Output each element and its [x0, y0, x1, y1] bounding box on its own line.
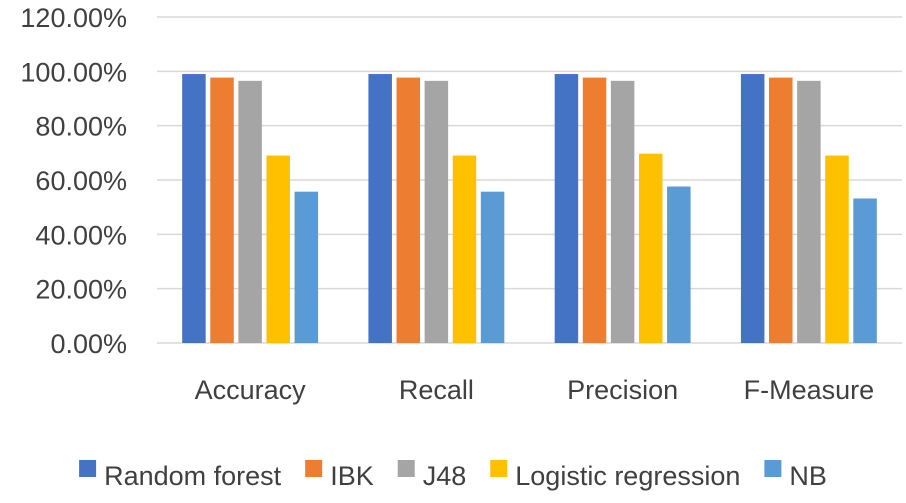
legend-label: Random forest — [104, 461, 282, 491]
legend-item-j48: J48 — [397, 460, 467, 491]
bar-j48-accuracy — [238, 80, 262, 343]
x-category-label: Accuracy — [195, 375, 307, 405]
bar-j48-precision — [610, 80, 635, 343]
bar-random-forest-f-measure — [740, 74, 765, 344]
bar-j48-f-measure — [797, 80, 821, 343]
bar-ibk-precision — [582, 77, 607, 343]
legend-item-ibk: IBK — [305, 460, 374, 491]
bar-logistic-regression-precision — [638, 153, 663, 343]
y-tick-label: 120.00% — [20, 3, 127, 33]
legend-label: NB — [789, 461, 827, 491]
x-category-label: Precision — [567, 375, 678, 405]
legend-label: J48 — [423, 461, 467, 491]
bars — [182, 74, 877, 344]
legend-swatch — [764, 460, 782, 477]
bar-ibk-recall — [396, 77, 421, 343]
legend-swatch — [397, 460, 415, 477]
bar-logistic-regression-f-measure — [825, 155, 849, 343]
y-tick-label: 80.00% — [35, 112, 127, 142]
y-tick-label: 40.00% — [35, 220, 127, 250]
legend-item-nb: NB — [764, 460, 827, 491]
y-axis-tick-labels: 0.00% 20.00% 40.00% 60.00% 80.00% 100.00% 120.… — [20, 3, 127, 359]
bar-logistic-regression-accuracy — [266, 155, 290, 343]
y-tick-label: 60.00% — [35, 166, 127, 196]
bar-j48-recall — [424, 80, 449, 343]
bar-random-forest-precision — [554, 74, 579, 344]
bar-logistic-regression-recall — [452, 155, 477, 343]
bar-random-forest-accuracy — [182, 74, 206, 344]
legend-item-logistic-regression: Logistic regression — [490, 460, 740, 491]
x-axis-category-labels: Accuracy Recall Precision F-Measure — [195, 375, 875, 405]
bar-ibk-f-measure — [769, 77, 793, 343]
y-tick-label: 0.00% — [50, 329, 127, 359]
bar-nb-accuracy — [294, 191, 319, 343]
bar-nb-f-measure — [853, 198, 877, 343]
bar-nb-precision — [667, 186, 691, 343]
y-tick-label: 20.00% — [35, 275, 127, 305]
bar-random-forest-recall — [368, 74, 392, 344]
bar-ibk-accuracy — [210, 77, 234, 343]
legend-swatch — [79, 460, 97, 477]
x-category-label: Recall — [399, 375, 474, 405]
legend-label: Logistic regression — [515, 461, 740, 491]
legend-swatch — [490, 460, 508, 477]
y-tick-label: 100.00% — [20, 57, 127, 87]
bar-nb-recall — [480, 191, 505, 343]
x-category-label: F-Measure — [744, 375, 875, 405]
legend-swatch — [305, 460, 323, 477]
legend-label: IBK — [330, 461, 374, 491]
legend-item-random-forest: Random forest — [79, 460, 282, 491]
legend: Random forest IBK J48 Logistic regression NB — [79, 460, 827, 491]
